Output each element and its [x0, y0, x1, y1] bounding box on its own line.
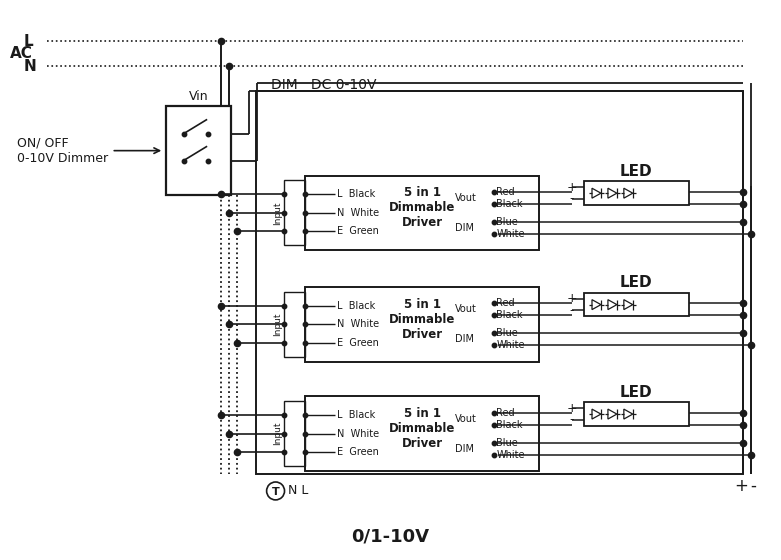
- Text: -: -: [570, 413, 574, 426]
- Text: Vout: Vout: [455, 304, 476, 314]
- Text: +: +: [567, 181, 577, 194]
- Text: N L: N L: [287, 484, 308, 497]
- Bar: [284, 402, 305, 466]
- Text: N  White: N White: [337, 208, 380, 218]
- Text: L  Black: L Black: [337, 189, 376, 199]
- Text: DIM   DC 0-10V: DIM DC 0-10V: [270, 78, 376, 92]
- Text: Vin: Vin: [189, 90, 209, 104]
- Bar: [584, 181, 689, 205]
- Text: Black: Black: [497, 199, 523, 209]
- Text: Vout: Vout: [455, 193, 476, 203]
- Text: White: White: [497, 340, 525, 350]
- Text: -: -: [751, 477, 756, 495]
- Text: 0/1-10V: 0/1-10V: [351, 528, 429, 546]
- Text: +: +: [567, 292, 577, 305]
- Text: Input: Input: [273, 312, 282, 336]
- Text: LED: LED: [620, 385, 653, 400]
- Text: LED: LED: [620, 276, 653, 291]
- Text: LED: LED: [620, 164, 653, 179]
- Text: L  Black: L Black: [337, 301, 376, 311]
- Text: DIM: DIM: [455, 223, 474, 233]
- Text: N  White: N White: [337, 319, 380, 329]
- Text: White: White: [497, 228, 525, 239]
- Text: Black: Black: [497, 420, 523, 430]
- Text: +: +: [734, 477, 748, 495]
- Text: L: L: [24, 34, 34, 49]
- Text: Input: Input: [273, 201, 282, 225]
- Text: AC: AC: [10, 46, 33, 61]
- Text: Blue: Blue: [497, 217, 519, 227]
- Text: T: T: [272, 487, 280, 497]
- Text: Red: Red: [497, 408, 515, 418]
- Text: Red: Red: [497, 298, 515, 309]
- Text: -: -: [570, 193, 574, 206]
- Bar: [305, 287, 539, 362]
- Bar: [584, 403, 689, 426]
- Bar: [584, 293, 689, 316]
- Bar: [284, 292, 305, 357]
- Bar: [166, 106, 231, 195]
- Text: E  Green: E Green: [337, 447, 379, 458]
- Bar: [305, 175, 539, 250]
- Bar: [305, 396, 539, 471]
- Text: -: -: [570, 304, 574, 317]
- Text: +: +: [567, 402, 577, 415]
- Text: Blue: Blue: [497, 438, 519, 447]
- Text: ON/ OFF
0-10V Dimmer: ON/ OFF 0-10V Dimmer: [17, 137, 108, 165]
- Text: N  White: N White: [337, 429, 380, 438]
- Bar: [255, 91, 744, 474]
- Text: White: White: [497, 450, 525, 460]
- Text: 5 in 1
Dimmable
Driver: 5 in 1 Dimmable Driver: [389, 407, 455, 450]
- Text: 5 in 1
Dimmable
Driver: 5 in 1 Dimmable Driver: [389, 298, 455, 341]
- Text: DIM: DIM: [455, 444, 474, 454]
- Text: Red: Red: [497, 187, 515, 197]
- Text: L  Black: L Black: [337, 410, 376, 420]
- Text: E  Green: E Green: [337, 338, 379, 348]
- Text: 5 in 1
Dimmable
Driver: 5 in 1 Dimmable Driver: [389, 186, 455, 230]
- Text: E  Green: E Green: [337, 226, 379, 236]
- Text: Blue: Blue: [497, 328, 519, 338]
- Text: Vout: Vout: [455, 414, 476, 424]
- Bar: [284, 180, 305, 245]
- Text: Black: Black: [497, 310, 523, 320]
- Text: DIM: DIM: [455, 334, 474, 344]
- Text: N: N: [24, 59, 37, 73]
- Text: Input: Input: [273, 422, 282, 446]
